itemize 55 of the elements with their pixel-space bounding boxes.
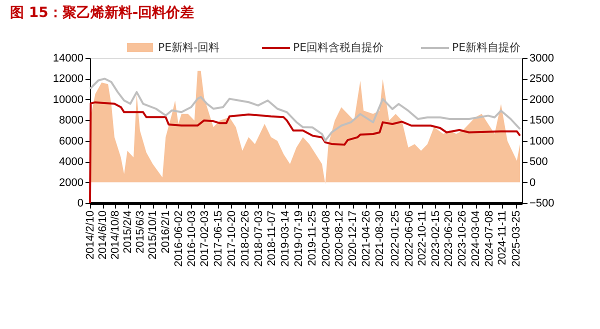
line-series [89, 78, 522, 142]
x-tick-label: 2021-08-30 [374, 210, 386, 267]
x-tick-label: 2015/6/3 [134, 210, 147, 254]
x-tick-label: 2023-02-15 [430, 210, 442, 267]
y2-tick-label: 3000 [530, 52, 554, 64]
x-tick-label: 2014/6/10 [97, 210, 110, 260]
legend-label: PE回料含税自提价 [293, 41, 384, 54]
y-tick-label: 2000 [59, 176, 84, 189]
y2-tick-label: 2000 [530, 94, 554, 106]
x-tick-label: 2014/10/8 [110, 210, 122, 260]
x-tick-label: 2017-06-15 [212, 210, 225, 267]
x-tick-label: 2020-08-12 [334, 210, 346, 267]
x-tick-label: 2016-06-02 [172, 210, 185, 267]
x-tick-label: 2015/10/1 [147, 210, 160, 260]
x-tick-label: 2024-11-11 [496, 210, 509, 266]
x-tick-label: 2015/2/4 [122, 210, 134, 254]
x-tick-label: 2022-01-25 [389, 210, 402, 267]
x-tick-label: 2018-07-03 [252, 210, 265, 267]
legend-label: PE新料-回料 [158, 41, 220, 54]
y2-tick-label: 2500 [530, 73, 554, 86]
x-tick-label: 2020-12-17 [347, 210, 360, 267]
y2-tick-label: 500 [530, 156, 548, 168]
x-tick-label: 2018-11-07 [266, 210, 278, 266]
x-tick-label: 2018-02-26 [239, 210, 252, 267]
y-tick-label: 10000 [52, 94, 84, 106]
y-tick-label: 14000 [52, 52, 84, 64]
x-tick-label: 2016/2/1 [160, 210, 172, 254]
legend-label: PE新料自提价 [452, 41, 521, 54]
x-tick-label: 2014/2/10 [84, 210, 96, 260]
x-tick-label: 2020-04-08 [320, 210, 332, 267]
line-series [89, 101, 522, 204]
y2-tick-label: 1000 [530, 135, 554, 148]
x-tick-label: 2024-03-04 [470, 210, 482, 267]
x-tick-label: 2017-02-03 [198, 210, 211, 267]
x-tick-label: 2023-10-26 [456, 210, 468, 267]
x-tick-label: 2019-03-14 [279, 210, 292, 267]
x-tick-label: 2022-06-06 [403, 210, 416, 267]
chart-title: 图 15：聚乙烯新料-回料价差 [10, 4, 194, 21]
y2-tick-label: 0 [530, 176, 536, 189]
x-tick-label: 2016-10-03 [186, 210, 198, 267]
y-tick-label: 8000 [59, 114, 84, 127]
x-tick-label: 2024-07-08 [483, 210, 496, 267]
x-tick-label: 2017-10-20 [226, 210, 238, 267]
y-tick-label: 6000 [59, 135, 84, 148]
x-tick-label: 2021-04-26 [360, 210, 373, 267]
y2-tick-label: −500 [530, 198, 554, 210]
y-tick-label: 0 [77, 198, 84, 210]
x-tick-label: 2022-10-11 [416, 210, 429, 266]
x-tick-label: 2025-03-25 [510, 210, 523, 267]
x-tick-label: 2019-11-25 [306, 210, 318, 266]
y2-tick-label: 1500 [530, 114, 554, 127]
y-tick-label: 12000 [52, 73, 84, 86]
x-tick-label: 2023-06-20 [443, 210, 456, 267]
x-tick-label: 2019-07-19 [292, 210, 305, 267]
y-tick-label: 4000 [59, 156, 84, 168]
